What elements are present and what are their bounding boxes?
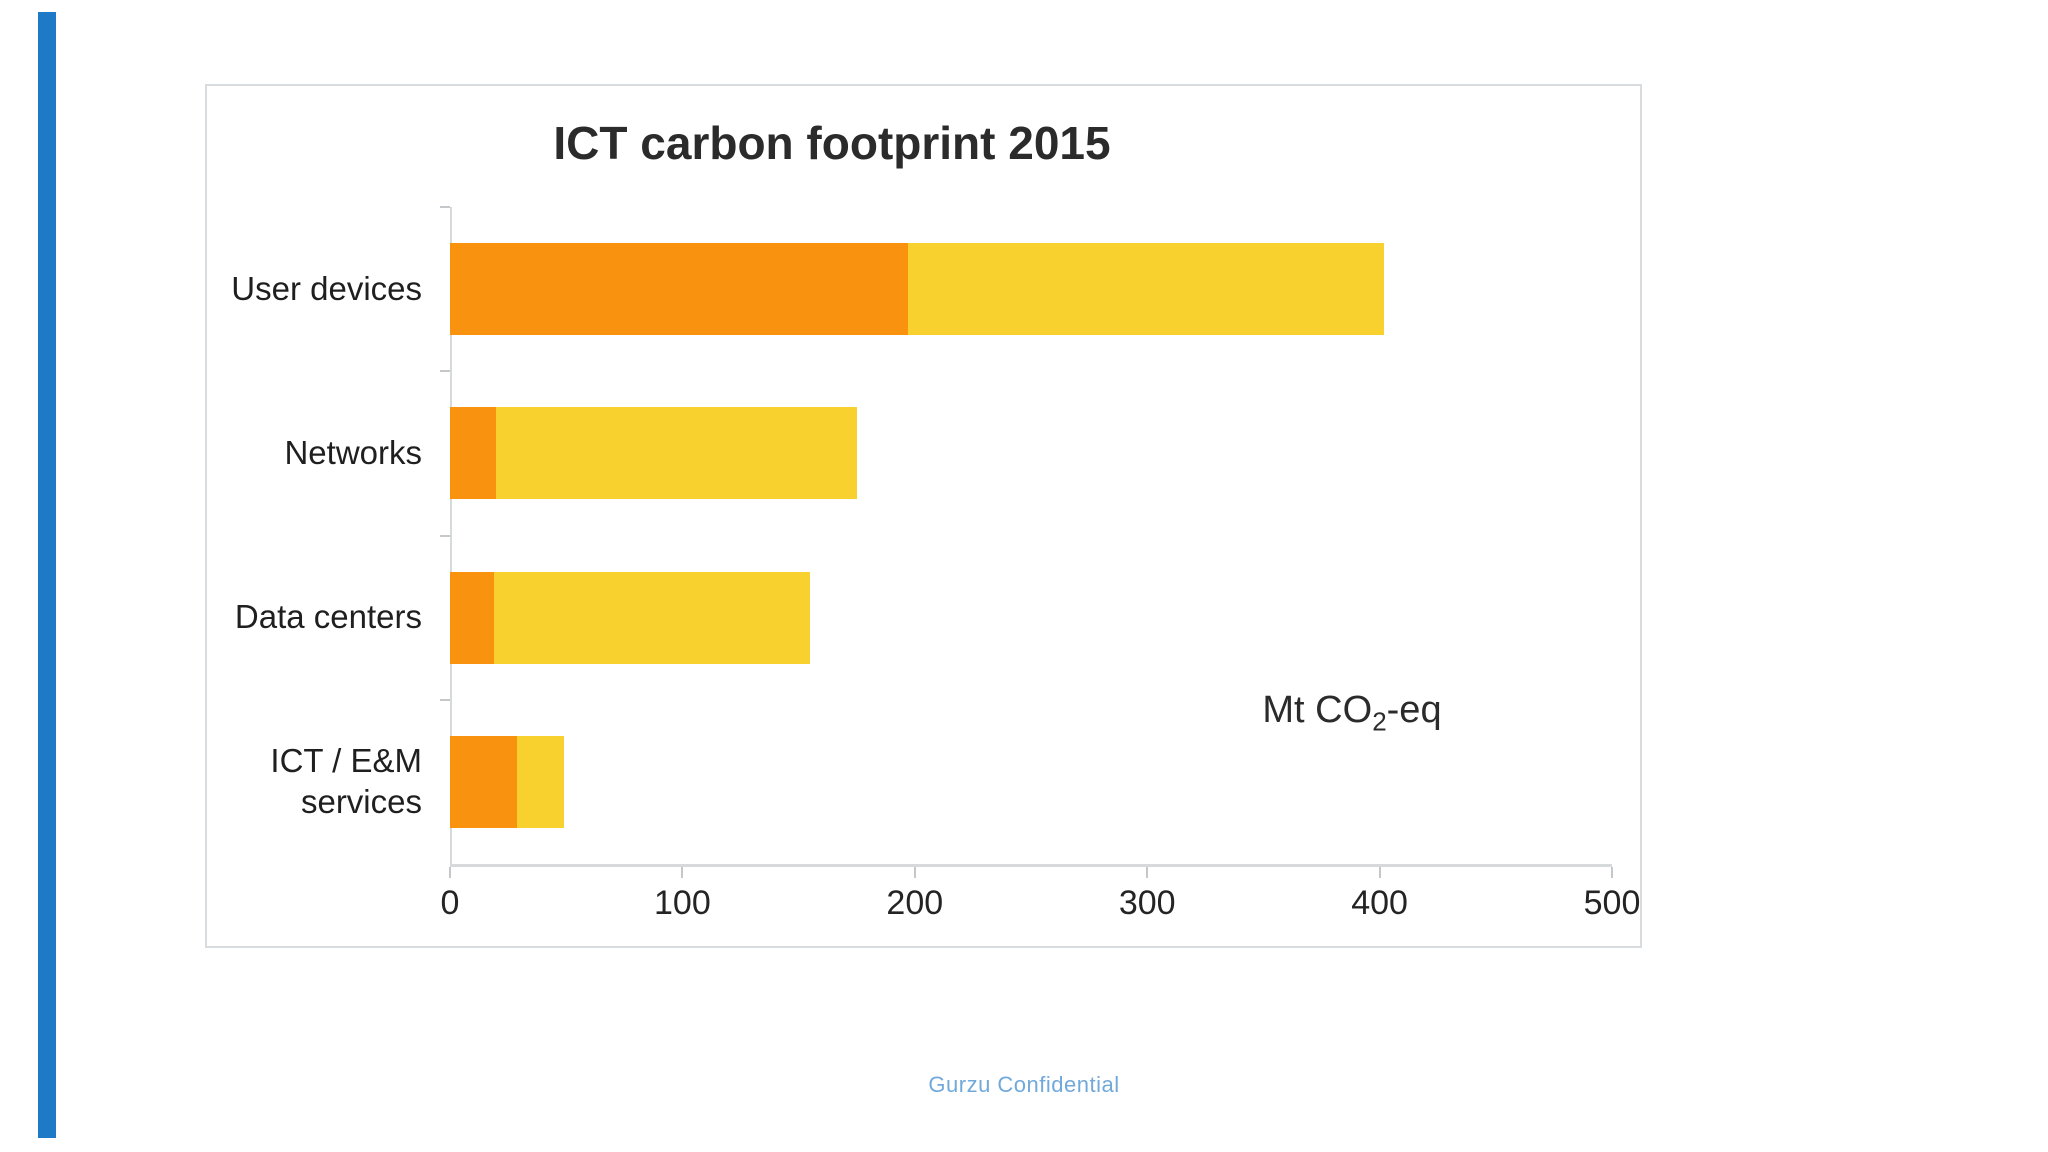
x-tick <box>1378 867 1381 878</box>
category-label: Data centers <box>234 598 422 636</box>
x-tick-label: 300 <box>1118 884 1176 922</box>
category-label: Networks <box>284 433 422 471</box>
category-label: ICT / E&M services <box>270 741 422 821</box>
x-axis-line <box>450 864 1612 867</box>
unit-label-suffix: -eq <box>1386 689 1442 731</box>
x-tick <box>1611 867 1613 878</box>
category-label: User devices <box>231 269 422 307</box>
y-tick <box>440 370 450 373</box>
bar-segment-yellow-segment <box>494 571 811 664</box>
bar-segment-yellow-segment <box>517 735 564 828</box>
unit-label-prefix: Mt CO <box>1262 689 1373 731</box>
y-tick <box>440 698 450 701</box>
co2-subscript: 2 <box>1372 706 1387 737</box>
x-tick <box>1146 867 1149 878</box>
x-tick <box>681 867 684 878</box>
unit-label: Mt CO2-eq <box>1192 689 1512 738</box>
plot-area: 0 100 200 300 400 500 User devices Networks Data… <box>207 86 1640 946</box>
x-tick-label: 500 <box>1583 884 1641 922</box>
bar-segment-orange-segment <box>450 571 495 664</box>
y-axis-line <box>450 207 452 866</box>
bar-segment-yellow-segment <box>907 243 1385 336</box>
x-tick-label: 0 <box>440 884 460 922</box>
x-tick-label: 400 <box>1351 884 1408 922</box>
bar-segment-orange-segment <box>450 243 908 336</box>
footer-text: Gurzu Confidential <box>928 1072 1120 1097</box>
chart-card: ICT carbon footprint 2015 0 100 200 300 400 5… <box>205 84 1642 948</box>
x-tick <box>449 867 451 878</box>
bar-segment-orange-segment <box>450 407 497 500</box>
y-tick <box>440 206 450 208</box>
chart-title: ICT carbon footprint 2015 <box>553 117 1111 169</box>
x-tick-label: 200 <box>886 884 944 922</box>
accent-strip <box>38 12 56 1138</box>
bar-segment-orange-segment <box>450 735 518 828</box>
x-tick <box>913 867 916 878</box>
x-tick-label: 100 <box>654 884 711 922</box>
bar-segment-yellow-segment <box>496 407 857 500</box>
y-tick <box>440 534 450 537</box>
